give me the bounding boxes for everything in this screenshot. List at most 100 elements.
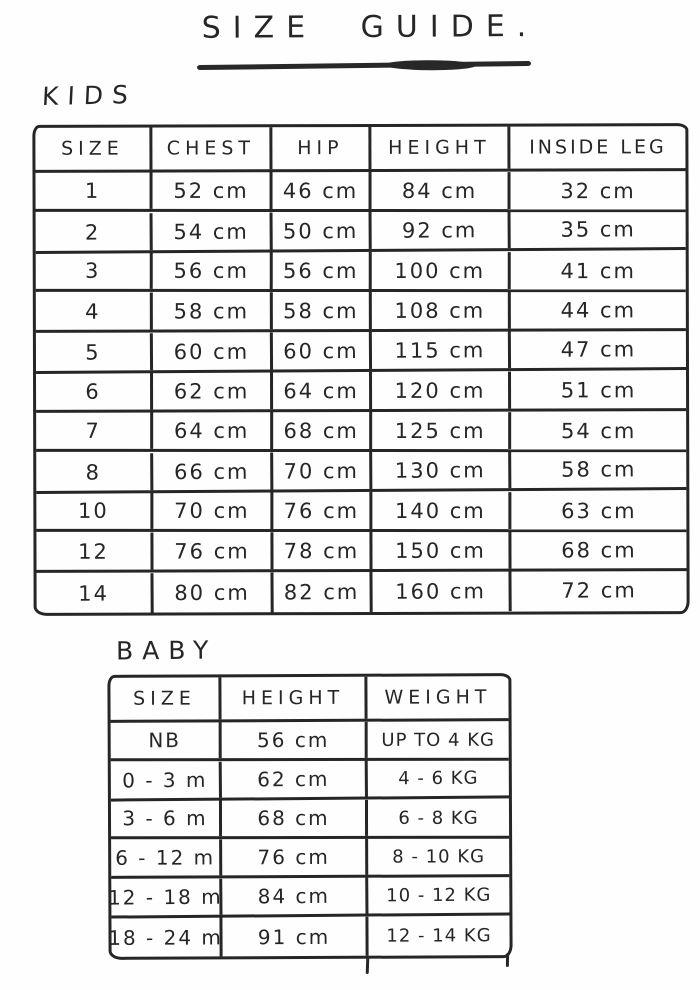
cell-chest: 58 cm (152, 292, 273, 330)
cell-height: 91 cm (222, 916, 369, 957)
table-row: 8 66 cm 70 cm 130 cm 58 cm (36, 450, 687, 494)
cell-hip: 78 cm (273, 531, 373, 570)
cell-chest: 70 cm (153, 491, 274, 529)
cell-height: 160 cm (372, 571, 512, 612)
cell-height: 120 cm (372, 371, 512, 409)
table-row: 5 60 cm 60 cm 115 cm 47 cm (35, 330, 687, 374)
cell-hip: 64 cm (273, 371, 373, 410)
cell-size: 12 (36, 532, 154, 570)
cell-weight: 4 - 6 KG (398, 767, 479, 789)
cell-height: 62 cm (221, 760, 368, 798)
table-row: 12 76 cm 78 cm 150 cm 68 cm (36, 531, 687, 573)
cell-height: 115 cm (371, 331, 512, 369)
cell-weight: 12 - 14 KG (386, 925, 492, 947)
cell-chest: 62 cm (153, 372, 274, 410)
cell-size: 5 (35, 333, 154, 371)
baby-header-height: HEIGHT (221, 676, 368, 720)
cell-hip: 70 cm (273, 451, 373, 490)
cell-size: 12 - 18 m (108, 878, 223, 916)
cell-height: 92 cm (371, 211, 511, 249)
kids-header-height: HEIGHT (371, 126, 511, 169)
cell-chest: 60 cm (152, 332, 274, 371)
table-row: 3 - 6 m 68 cm 6 - 8 KG (110, 799, 510, 840)
cell-inside-leg: 68 cm (561, 537, 637, 562)
cell-weight: 10 - 12 KG (386, 884, 492, 906)
baby-header-size: SIZE (110, 677, 222, 720)
table-row: 14 80 cm 82 cm 160 cm 72 cm (36, 570, 686, 614)
kids-size-table: SIZE CHEST HIP HEIGHT INSIDE LEG 1 52 cm… (32, 123, 690, 616)
cell-chest: 56 cm (152, 251, 273, 289)
table-row: NB 56 cm UP TO 4 KG (110, 721, 509, 762)
cell-size: 8 (36, 453, 154, 491)
cell-height: 56 cm (221, 721, 368, 759)
table-row: 1 52 cm 46 cm 84 cm 32 cm (35, 171, 686, 213)
cell-chest: 52 cm (152, 171, 273, 209)
table-row: 6 - 12 m 76 cm 8 - 10 KG (111, 838, 510, 879)
table-row: 12 - 18 m 84 cm 10 - 12 KG (108, 876, 510, 919)
cell-height: 68 cm (221, 799, 369, 837)
cell-inside-leg: 32 cm (560, 178, 636, 203)
cell-size: 3 (35, 251, 153, 289)
cell-inside-leg: 58 cm (560, 456, 637, 482)
cell-hip: 46 cm (272, 171, 372, 210)
cell-weight: UP TO 4 KG (381, 729, 495, 751)
baby-size-table: SIZE HEIGHT WEIGHT NB 56 cm UP TO 4 KG 0… (107, 673, 513, 960)
cell-weight: 6 - 8 KG (398, 807, 479, 829)
cell-size: 18 - 24 m (108, 917, 223, 957)
cell-weight: 8 - 10 KG (392, 845, 486, 868)
sketch-line-tail (365, 956, 370, 975)
kids-header-hip: HIP (272, 126, 372, 170)
cell-size: 3 - 6 m (110, 800, 223, 837)
cell-hip: 76 cm (273, 491, 373, 530)
baby-header-weight: WEIGHT (384, 686, 492, 709)
cell-height: 100 cm (371, 252, 511, 290)
kids-header-inside-leg: INSIDE LEG (529, 136, 667, 159)
cell-chest: 66 cm (153, 452, 274, 491)
cell-inside-leg: 41 cm (560, 258, 636, 283)
cell-inside-leg: 47 cm (560, 336, 637, 362)
cell-inside-leg: 51 cm (560, 377, 637, 402)
cell-inside-leg: 35 cm (560, 216, 636, 242)
cell-height: 130 cm (372, 451, 512, 489)
cell-size: 14 (36, 573, 154, 614)
cell-inside-leg: 63 cm (561, 498, 637, 523)
cell-inside-leg: 44 cm (560, 297, 637, 322)
cell-hip: 56 cm (272, 251, 372, 290)
cell-inside-leg: 54 cm (560, 418, 637, 443)
cell-height: 84 cm (222, 877, 369, 915)
cell-hip: 68 cm (273, 411, 373, 450)
cell-chest: 64 cm (153, 411, 274, 449)
cell-size: 4 (35, 292, 153, 330)
cell-chest: 80 cm (153, 572, 274, 614)
cell-hip: 60 cm (272, 331, 373, 370)
cell-size: 6 (36, 372, 154, 410)
cell-inside-leg: 72 cm (561, 578, 637, 603)
cell-size: 7 (36, 411, 154, 449)
cell-hip: 58 cm (272, 291, 372, 330)
table-row: 18 - 24 m 91 cm 12 - 14 KG (108, 916, 509, 957)
cell-size: 1 (35, 171, 153, 209)
title-underline (196, 60, 532, 71)
cell-height: 125 cm (372, 412, 512, 450)
cell-height: 84 cm (371, 172, 511, 210)
cell-size: 10 (36, 491, 154, 529)
table-row: 0 - 3 m 62 cm 4 - 6 KG (110, 759, 509, 802)
table-row: 6 62 cm 64 cm 120 cm 51 cm (36, 371, 687, 413)
cell-hip: 82 cm (273, 571, 373, 613)
table-row: 7 64 cm 68 cm 125 cm 54 cm (36, 411, 687, 453)
cell-size: 2 (35, 213, 153, 251)
cell-chest: 54 cm (152, 212, 273, 251)
kids-header-size: SIZE (35, 127, 153, 170)
kids-header-chest: CHEST (152, 127, 273, 170)
table-row: 4 58 cm 58 cm 108 cm 44 cm (35, 291, 686, 333)
sketch-line-tail (505, 952, 510, 968)
baby-section-label: BABY (115, 635, 218, 666)
baby-header-row: SIZE HEIGHT WEIGHT (110, 676, 509, 723)
cell-size: NB (110, 722, 222, 759)
table-row: 2 54 cm 50 cm 92 cm 35 cm (35, 210, 686, 254)
cell-hip: 50 cm (272, 211, 372, 250)
page-title: SIZE GUIDE. (201, 9, 539, 46)
cell-height: 108 cm (371, 291, 511, 329)
table-row: 3 56 cm 56 cm 100 cm 41 cm (35, 251, 686, 293)
